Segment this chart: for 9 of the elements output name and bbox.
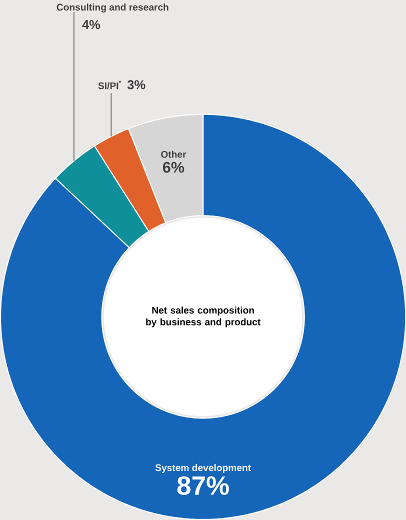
- data-label: 4%: [82, 20, 100, 30]
- slice-label: Consulting and research: [56, 4, 168, 13]
- slice-label: System development: [155, 464, 251, 473]
- text: Net sales composition by business and product: [146, 306, 260, 328]
- slice-label: Other: [161, 150, 186, 158]
- data-label: 3%: [127, 80, 146, 90]
- data-label: 6%: [162, 162, 184, 173]
- data-label: 87%: [177, 476, 229, 495]
- slice-label: SI/PI$^{*}$: [98, 80, 122, 90]
